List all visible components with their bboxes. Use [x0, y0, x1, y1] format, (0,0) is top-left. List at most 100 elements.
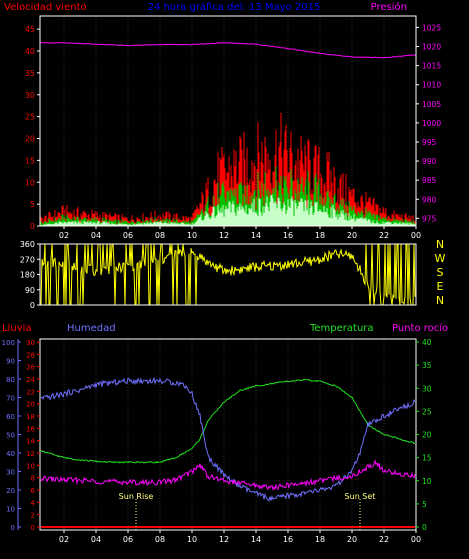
rain-y-tick-label: 14	[26, 438, 35, 446]
wind-x-tick-label: 00	[411, 231, 421, 240]
rain-y-tick-label: 26	[26, 364, 35, 372]
pressure-y-tick-label: 995	[422, 138, 437, 147]
pressure-y-tick-label: 1005	[422, 100, 441, 109]
humidity-x-tick-label: 18	[315, 535, 325, 544]
pressure-series	[39, 41, 417, 59]
rain-y-tick-label: 22	[26, 388, 35, 396]
temperature-series	[40, 378, 416, 464]
pressure-y-tick-label: 1025	[422, 23, 441, 32]
wind-x-tick-label: 04	[91, 231, 101, 240]
pressure-y-tick-label: 990	[422, 157, 437, 166]
humidity-y-tick-label: 80	[6, 376, 15, 384]
compass-N-label: N	[436, 238, 444, 251]
wind-x-tick-label: 06	[123, 231, 133, 240]
rain-y-tick-label: 8	[31, 475, 35, 483]
rain-y-tick-label: 16	[26, 425, 35, 433]
rain-y-tick-label: 12	[26, 450, 35, 458]
pressure-y-tick-label: 980	[422, 195, 437, 204]
humidity-y-tick-label: 60	[6, 413, 15, 421]
axes-layer: 0510152025303540459759809859909951000100…	[2, 15, 446, 544]
pressure-y-tick-label: 975	[422, 214, 437, 223]
direction-y-tick-label: 0	[30, 301, 35, 310]
humidity-y-tick-label: 0	[11, 524, 15, 532]
grid-layer	[63, 16, 417, 530]
humidity-x-tick-label: 02	[59, 535, 69, 544]
compass-N-label: N	[436, 294, 444, 307]
humidity-x-tick-label: 22	[379, 535, 389, 544]
dewpoint-series	[40, 459, 416, 492]
humidity-x-tick-label: 12	[219, 535, 229, 544]
compass-W-label: W	[435, 252, 446, 265]
humidity-x-tick-label: 10	[187, 535, 197, 544]
humidity-y-tick-label: 10	[6, 506, 15, 514]
wind-x-tick-label: 20	[347, 231, 357, 240]
wind-y-tick-label: 5	[30, 200, 35, 209]
sunset-label: Sun Set	[345, 492, 376, 501]
direction-y-tick-label: 270	[20, 255, 35, 264]
wind-y-tick-label: 35	[25, 69, 35, 78]
wind-speed-label: Velocidad viento	[4, 2, 87, 13]
rain-label: Lluvia	[2, 323, 32, 334]
rain-y-tick-label: 24	[26, 376, 35, 384]
humidity-x-tick-label: 16	[283, 535, 293, 544]
wind-x-tick-label: 02	[59, 231, 69, 240]
rain-y-tick-label: 20	[26, 401, 35, 409]
wind-y-tick-label: 15	[25, 156, 35, 165]
wind-y-tick-label: 30	[25, 91, 35, 100]
wind-x-tick-label: 08	[155, 231, 165, 240]
humidity-x-tick-label: 06	[123, 535, 133, 544]
rain-y-tick-label: 0	[31, 524, 35, 532]
temperature-y-tick-label: 20	[422, 431, 432, 440]
humidity-label: Humedad	[67, 323, 116, 334]
wind-y-tick-label: 10	[25, 178, 35, 187]
wind-y-tick-label: 20	[25, 135, 35, 144]
rain-y-tick-label: 6	[31, 487, 36, 495]
humidity-x-tick-label: 00	[411, 535, 421, 544]
rain-y-tick-label: 28	[26, 351, 35, 359]
humidity-x-tick-label: 20	[347, 535, 357, 544]
wind-panel-frame	[39, 15, 417, 227]
compass-S-label: S	[437, 266, 444, 279]
wind-x-tick-label: 12	[219, 231, 229, 240]
temperature-y-tick-label: 10	[422, 477, 432, 486]
temperature-y-tick-label: 40	[422, 338, 432, 347]
humidity-y-tick-label: 30	[6, 469, 15, 477]
direction-y-tick-label: 90	[25, 286, 35, 295]
rain-y-tick-label: 30	[26, 339, 35, 347]
temperature-y-tick-label: 35	[422, 361, 432, 370]
wind-y-tick-label: 25	[25, 113, 35, 122]
sunrise-label: Sun Rise	[119, 492, 154, 501]
dewpoint-label: Punto rocío	[392, 322, 448, 334]
rain-y-tick-label: 4	[31, 499, 36, 507]
humidity-series	[40, 376, 416, 502]
pressure-label: Presión	[371, 1, 407, 13]
temperature-label: Temperatura	[309, 323, 374, 334]
pressure-y-tick-label: 1010	[422, 81, 441, 90]
rain-y-tick-label: 18	[26, 413, 35, 421]
wind-x-tick-label: 18	[315, 231, 325, 240]
humidity-y-tick-label: 70	[6, 395, 15, 403]
humidity-y-tick-label: 40	[6, 450, 15, 458]
humidity-y-tick-label: 100	[2, 339, 15, 347]
temperature-y-tick-label: 5	[422, 500, 427, 509]
wind-x-tick-label: 22	[379, 231, 389, 240]
wind-direction-series	[40, 243, 416, 306]
rain-y-tick-label: 10	[26, 462, 35, 470]
pressure-y-tick-label: 1015	[422, 62, 441, 71]
pressure-y-tick-label: 1020	[422, 43, 441, 52]
wind-y-tick-label: 45	[25, 25, 35, 34]
humidity-y-tick-label: 90	[6, 358, 15, 366]
rain-y-tick-label: 2	[31, 512, 35, 520]
humidity-x-tick-label: 14	[251, 535, 261, 544]
pressure-y-tick-label: 1000	[422, 119, 441, 128]
temperature-y-tick-label: 0	[422, 523, 427, 532]
humidity-y-tick-label: 50	[6, 432, 15, 440]
direction-y-tick-label: 360	[20, 240, 35, 249]
direction-y-tick-label: 180	[20, 271, 35, 280]
temperature-y-tick-label: 15	[422, 454, 432, 463]
humidity-x-tick-label: 04	[91, 535, 101, 544]
pressure-y-tick-label: 985	[422, 176, 437, 185]
humidity-y-tick-label: 20	[6, 487, 15, 495]
temperature-y-tick-label: 30	[422, 384, 432, 393]
